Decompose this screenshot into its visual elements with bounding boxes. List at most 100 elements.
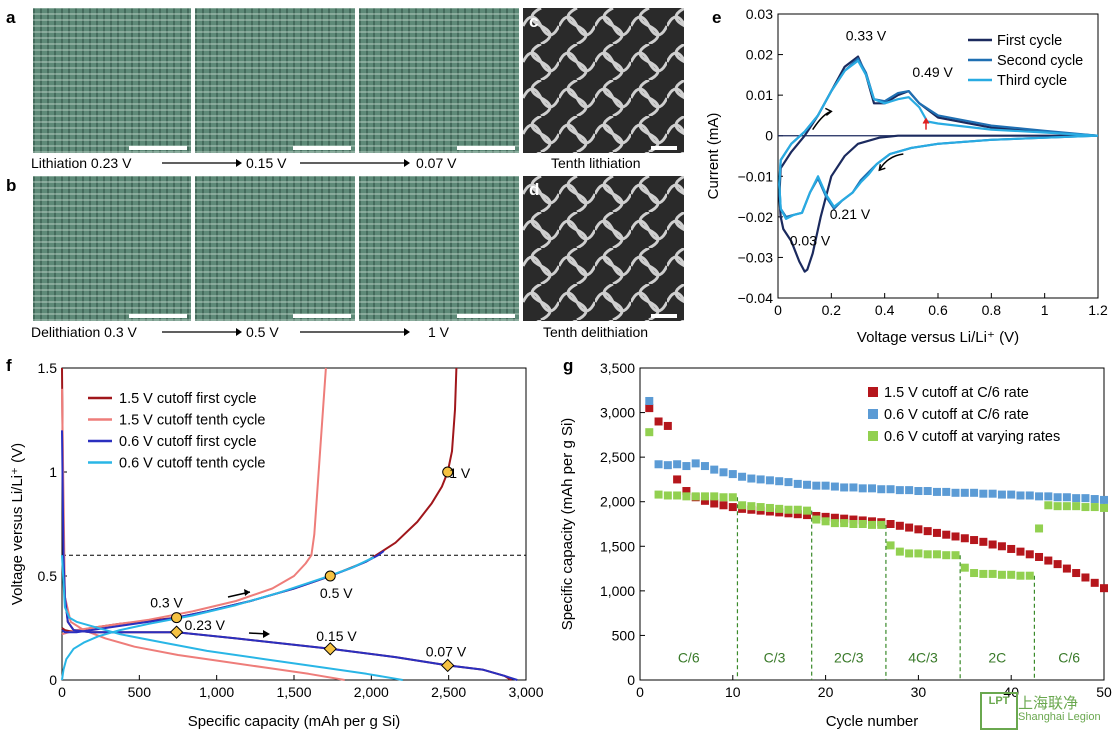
data-point bbox=[877, 520, 886, 529]
peak-annotation: 0.03 V bbox=[790, 232, 831, 248]
voltage-marker-label: 0.5 V bbox=[320, 585, 353, 601]
y-axis-label: Specific capacity (mAh per g Si) bbox=[559, 418, 576, 631]
data-point bbox=[849, 483, 858, 492]
data-point bbox=[719, 501, 728, 510]
data-point bbox=[793, 510, 802, 519]
peak-annotation: 0.21 V bbox=[830, 206, 871, 222]
data-point bbox=[1081, 573, 1090, 582]
data-point bbox=[1035, 524, 1044, 533]
sweep-arrow-up-head bbox=[824, 107, 833, 116]
data-point bbox=[997, 542, 1006, 551]
x-tick-label: 0.4 bbox=[875, 302, 895, 318]
data-point bbox=[895, 486, 904, 495]
micrograph-lithiation-3 bbox=[359, 8, 519, 153]
data-point bbox=[997, 490, 1006, 499]
data-point bbox=[1007, 544, 1016, 553]
data-point bbox=[710, 465, 719, 474]
legend-label: Third cycle bbox=[997, 73, 1067, 89]
x-axis-label: Cycle number bbox=[826, 713, 919, 730]
voltage-marker-circle bbox=[442, 466, 454, 478]
data-point bbox=[942, 530, 951, 539]
y-tick-label: 0.01 bbox=[746, 87, 773, 103]
data-point bbox=[663, 491, 672, 500]
x-tick-label: 10 bbox=[725, 684, 741, 700]
data-point bbox=[728, 493, 737, 502]
data-point bbox=[1100, 495, 1108, 504]
y-tick-label: 1 bbox=[49, 464, 57, 480]
legend-label: 0.6 V cutoff tenth cycle bbox=[119, 456, 265, 472]
data-point bbox=[803, 511, 812, 520]
data-point bbox=[979, 537, 988, 546]
legend-label: 0.6 V cutoff at C/6 rate bbox=[884, 407, 1029, 423]
legend-label: First cycle bbox=[997, 33, 1062, 49]
data-point bbox=[821, 517, 830, 526]
caption-lithiation-0-07: 0.07 V bbox=[416, 155, 457, 171]
y-tick-label: 0 bbox=[49, 672, 57, 688]
y-tick-label: −0.04 bbox=[738, 290, 774, 306]
direction-arrow-2-head bbox=[263, 630, 270, 638]
scale-bar bbox=[293, 146, 351, 150]
data-point bbox=[784, 478, 793, 487]
x-tick-label: 1,500 bbox=[276, 684, 311, 700]
y-tick-label: 3,000 bbox=[600, 405, 635, 421]
data-point bbox=[914, 549, 923, 558]
data-point bbox=[812, 481, 821, 490]
voltage-marker-label: 1 V bbox=[449, 465, 471, 481]
data-point bbox=[1072, 502, 1081, 511]
scale-bar bbox=[293, 314, 351, 318]
data-point bbox=[840, 519, 849, 528]
micrograph-tenth-delithiation: d bbox=[523, 176, 684, 321]
data-point bbox=[645, 428, 654, 437]
x-tick-label: 0 bbox=[58, 684, 66, 700]
caption-delithiation-1: 1 V bbox=[428, 324, 450, 340]
y-axis-label: Current (mA) bbox=[705, 113, 722, 200]
legend-label: 0.6 V cutoff at varying rates bbox=[884, 429, 1060, 445]
data-point bbox=[914, 525, 923, 534]
data-point bbox=[830, 519, 839, 528]
y-tick-label: −0.03 bbox=[738, 249, 774, 265]
watermark-text-cn: 上海联净 bbox=[1018, 695, 1079, 712]
data-point bbox=[932, 528, 941, 537]
voltage-curve-3 bbox=[61, 367, 327, 636]
data-point bbox=[1053, 502, 1062, 511]
data-point bbox=[970, 536, 979, 545]
data-point bbox=[765, 503, 774, 512]
data-point bbox=[858, 484, 867, 493]
data-point bbox=[905, 486, 914, 495]
data-point bbox=[1007, 490, 1016, 499]
panel-label-e: e bbox=[712, 8, 722, 27]
data-point bbox=[905, 523, 914, 532]
arrow-2 bbox=[300, 159, 410, 167]
voltage-curve-4 bbox=[61, 388, 345, 681]
voltage-curve-7 bbox=[61, 556, 375, 681]
data-point bbox=[942, 487, 951, 496]
y-tick-label: 0 bbox=[627, 672, 635, 688]
data-point bbox=[673, 460, 682, 469]
data-point bbox=[895, 521, 904, 530]
x-tick-label: 1.2 bbox=[1088, 302, 1108, 318]
data-point bbox=[803, 506, 812, 515]
y-tick-label: −0.01 bbox=[738, 168, 774, 184]
data-point bbox=[682, 462, 691, 471]
data-point bbox=[1025, 491, 1034, 500]
scale-bar bbox=[651, 314, 677, 318]
data-point bbox=[1035, 552, 1044, 561]
data-point bbox=[960, 534, 969, 543]
data-point bbox=[932, 487, 941, 496]
y-axis-label: Voltage versus Li/Li⁺ (V) bbox=[9, 443, 26, 605]
voltage-marker-diamond bbox=[440, 658, 455, 673]
scale-bar bbox=[651, 146, 677, 150]
data-point bbox=[923, 527, 932, 536]
data-point bbox=[868, 484, 876, 493]
micrograph-lithiation-2 bbox=[195, 8, 355, 153]
data-point bbox=[1053, 560, 1062, 569]
data-point bbox=[756, 475, 765, 484]
caption-tenth-delithiation: Tenth delithiation bbox=[543, 324, 649, 340]
data-point bbox=[886, 520, 895, 528]
panel-label-d: d bbox=[529, 180, 540, 199]
panel-label-g: g bbox=[563, 356, 574, 375]
data-point bbox=[719, 468, 728, 477]
direction-arrow-1-head bbox=[244, 589, 250, 596]
data-point bbox=[793, 479, 802, 488]
